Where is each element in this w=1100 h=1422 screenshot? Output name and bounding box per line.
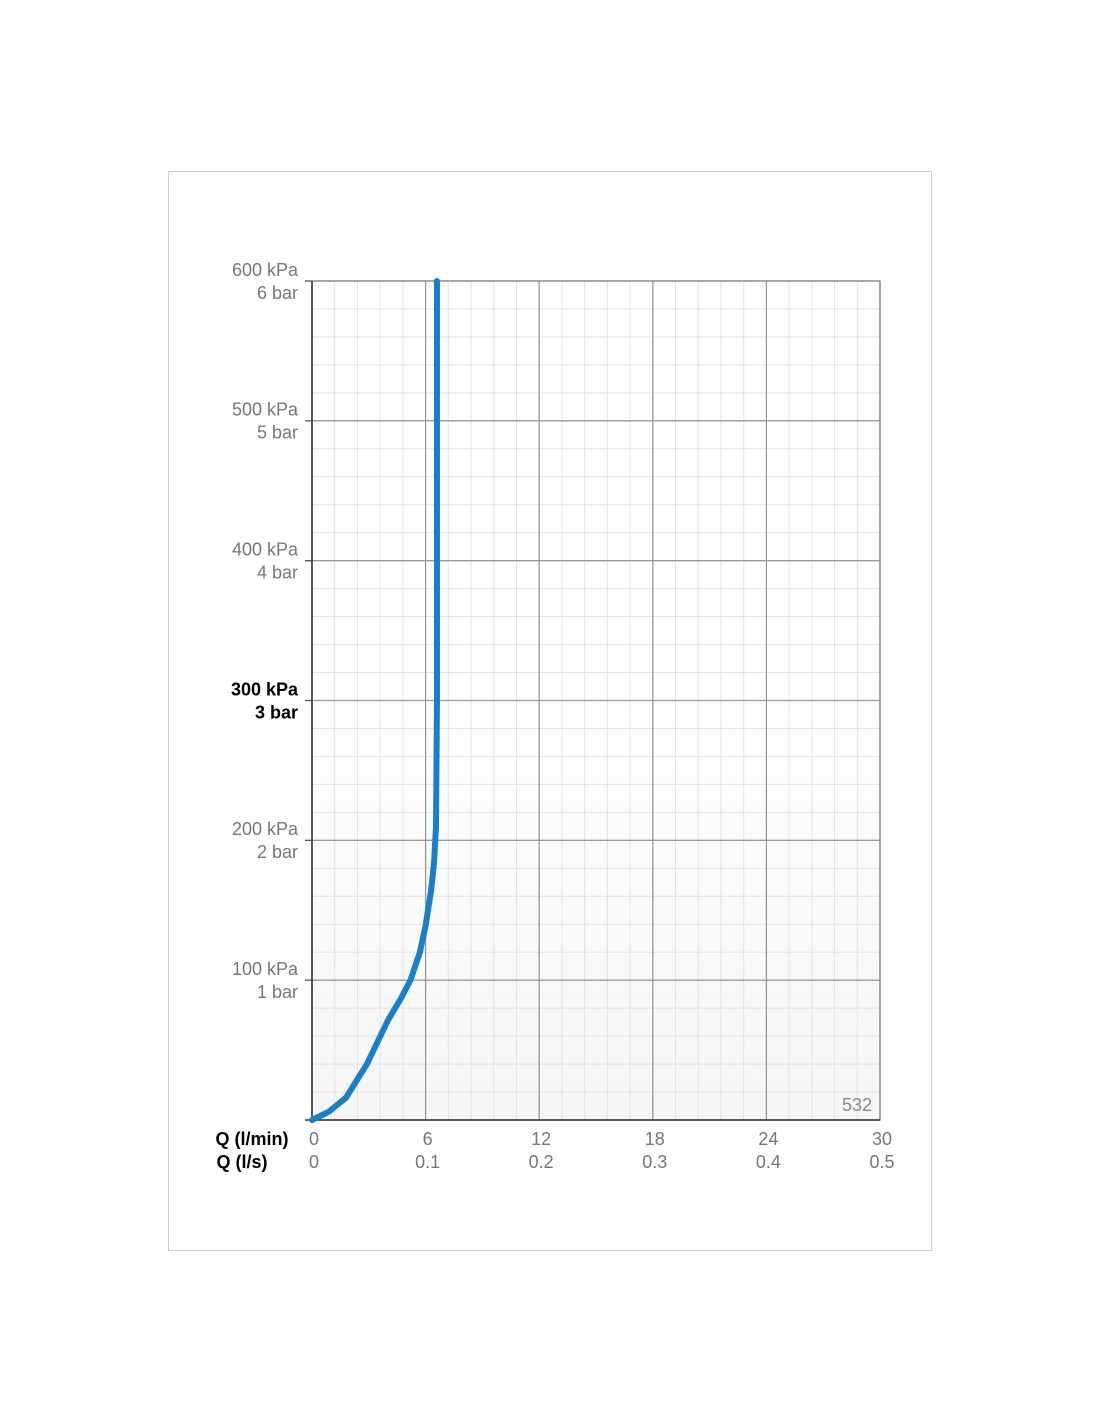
x2-tick-label: 0.2 (529, 1152, 554, 1172)
x2-tick-label: 0.3 (642, 1152, 667, 1172)
x2-axis-label: Q (l/s) (216, 1152, 267, 1172)
y2-tick-label: 1 bar (257, 982, 298, 1002)
y2-tick-label: 5 bar (257, 423, 298, 443)
y2-tick-label: 4 bar (257, 562, 298, 582)
y-tick-label: 500 kPa (232, 400, 299, 420)
x-tick-label: 12 (531, 1129, 551, 1149)
y-tick-label: 100 kPa (232, 959, 299, 979)
y-tick-label: 300 kPa (231, 679, 299, 699)
y2-tick-label: 2 bar (257, 842, 298, 862)
x-axis-label: Q (l/min) (216, 1129, 289, 1149)
x2-tick-label: 0.4 (756, 1152, 781, 1172)
x-tick-label: 6 (423, 1129, 433, 1149)
x2-tick-label: 0.1 (415, 1152, 440, 1172)
grid (305, 280, 881, 1121)
marks (309, 278, 440, 1123)
frame (168, 171, 932, 1251)
x2-tick-label: 0.5 (869, 1152, 894, 1172)
x-tick-label: 0 (309, 1129, 319, 1149)
annotation: 532 (842, 1095, 872, 1115)
y2-tick-label: 3 bar (255, 702, 298, 722)
curve (309, 278, 440, 1123)
y-tick-label: 200 kPa (232, 819, 299, 839)
y-tick-label: 400 kPa (232, 539, 299, 559)
x-tick-label: 18 (645, 1129, 665, 1149)
x-tick-label: 24 (758, 1129, 778, 1149)
x2-tick-label: 0 (309, 1152, 319, 1172)
y-tick-label: 600 kPa (232, 260, 299, 280)
x-tick-label: 30 (872, 1129, 892, 1149)
y2-tick-label: 6 bar (257, 283, 298, 303)
